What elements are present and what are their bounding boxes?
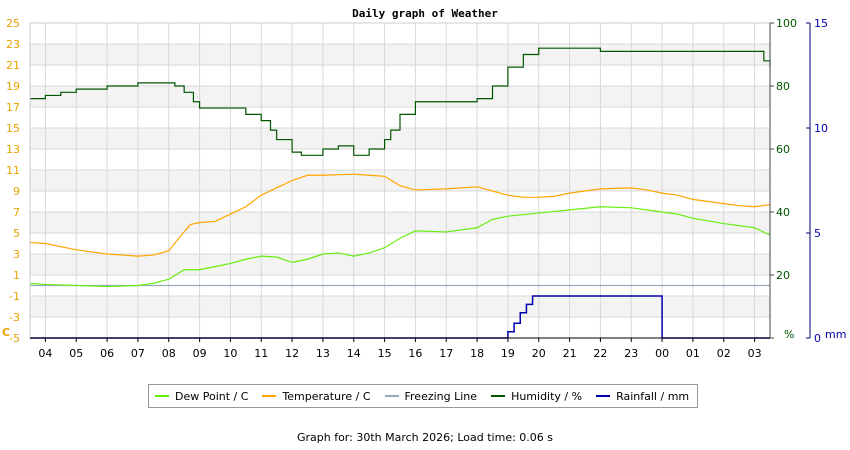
x-tick-label: 09	[193, 347, 207, 360]
y-tick-label-temp: 3	[13, 248, 20, 261]
x-tick-label: 07	[131, 347, 145, 360]
y-tick-label-temp: 11	[6, 164, 20, 177]
y-unit-label-temp: C	[2, 326, 10, 339]
legend-item: Temperature / C	[262, 389, 371, 403]
x-tick-label: 02	[717, 347, 731, 360]
y-unit-label-humidity: %	[784, 328, 794, 341]
legend-label: Temperature / C	[282, 389, 371, 403]
x-tick-label: 20	[532, 347, 546, 360]
y-tick-label-humidity: 60	[776, 143, 790, 156]
legend-item: Rainfall / mm	[596, 390, 689, 403]
background-bands	[30, 44, 770, 317]
x-tick-label: 13	[316, 347, 330, 360]
x-tick-label: 03	[748, 347, 762, 360]
legend-item: Humidity / %	[491, 390, 582, 403]
y-tick-label-humidity: 40	[776, 206, 790, 219]
x-tick-label: 05	[69, 347, 83, 360]
y-tick-label-temp: -3	[9, 311, 20, 324]
legend-swatch	[384, 395, 399, 397]
y-tick-label-temp: 9	[13, 185, 20, 198]
y-tick-label-humidity: 100	[776, 17, 797, 30]
y-tick-label-humidity: 20	[776, 269, 790, 282]
x-tick-label: 17	[439, 347, 453, 360]
legend-swatch	[596, 395, 611, 397]
y-tick-label-temp: 17	[6, 101, 20, 114]
x-tick-label: 11	[254, 347, 268, 360]
y-tick-label-temp: 21	[6, 59, 20, 72]
y-tick-label-temp: -1	[9, 290, 20, 303]
y-tick-label-humidity: 80	[776, 80, 790, 93]
legend-label: Dew Point / C	[175, 389, 249, 403]
x-tick-label: 08	[162, 347, 176, 360]
series-lines	[29, 47, 771, 339]
grid-band	[30, 296, 770, 317]
y-tick-label-rain: 0	[814, 332, 821, 345]
series-line-humidity	[30, 47, 771, 156]
legend: Dew Point / C Temperature / C Freezing Lin…	[148, 384, 699, 408]
x-tick-label: 15	[378, 347, 392, 360]
x-tick-label: 21	[563, 347, 577, 360]
y-tick-label-temp: 1	[13, 269, 20, 282]
series-line-temperature-c	[29, 173, 771, 257]
legend-item: Freezing Line	[384, 389, 478, 403]
x-tick-label: 23	[624, 347, 638, 360]
grid-band	[30, 170, 770, 191]
x-tick-label: 22	[593, 347, 607, 360]
grid-band	[30, 86, 770, 107]
x-tick-label: 01	[686, 347, 700, 360]
grid-band	[30, 212, 770, 233]
series-line-rainfall-mm	[30, 295, 770, 339]
x-tick-label: 06	[100, 347, 114, 360]
x-tick-label: 00	[655, 347, 669, 360]
x-tick-label: 19	[501, 347, 515, 360]
x-tick-label: 10	[223, 347, 237, 360]
y-tick-label-temp: 25	[6, 17, 20, 30]
y-tick-label-temp: -5	[9, 332, 20, 345]
chart-title: Daily graph of Weather	[352, 7, 498, 20]
x-tick-label: 12	[285, 347, 299, 360]
x-tick-label: 16	[408, 347, 422, 360]
series-line-dew-point-c	[29, 206, 771, 288]
grid-band	[30, 44, 770, 65]
y-tick-label-temp: 15	[6, 122, 20, 135]
y-tick-label-temp: 7	[13, 206, 20, 219]
legend-swatch	[491, 395, 506, 397]
y-tick-label-temp: 23	[6, 38, 20, 51]
legend-label: Rainfall / mm	[616, 389, 690, 403]
legend-label: Humidity / %	[511, 389, 583, 403]
y-tick-label-temp: 5	[13, 227, 20, 240]
legend-swatch	[155, 395, 169, 397]
footer-text: Graph for: 30th March 2026; Load time: 0…	[296, 431, 554, 444]
legend-swatch	[262, 395, 277, 397]
y-unit-label-rain: mm	[825, 328, 846, 341]
grid-band	[30, 254, 770, 275]
y-tick-label-rain: 15	[814, 17, 828, 30]
y-tick-label-rain: 5	[814, 227, 821, 240]
x-tick-label: 04	[38, 347, 52, 360]
y-tick-label-temp: 19	[6, 80, 20, 93]
y-tick-label-temp: 13	[6, 143, 20, 156]
grid-band	[30, 128, 770, 149]
legend-label: Freezing Line	[404, 389, 478, 403]
x-tick-label: 18	[470, 347, 484, 360]
axes: 252321191715131197531-1-3-5C10080604020%…	[2, 17, 846, 360]
legend-item: Dew Point / C	[155, 390, 248, 403]
x-tick-label: 14	[347, 347, 361, 360]
y-tick-label-rain: 10	[814, 122, 828, 135]
